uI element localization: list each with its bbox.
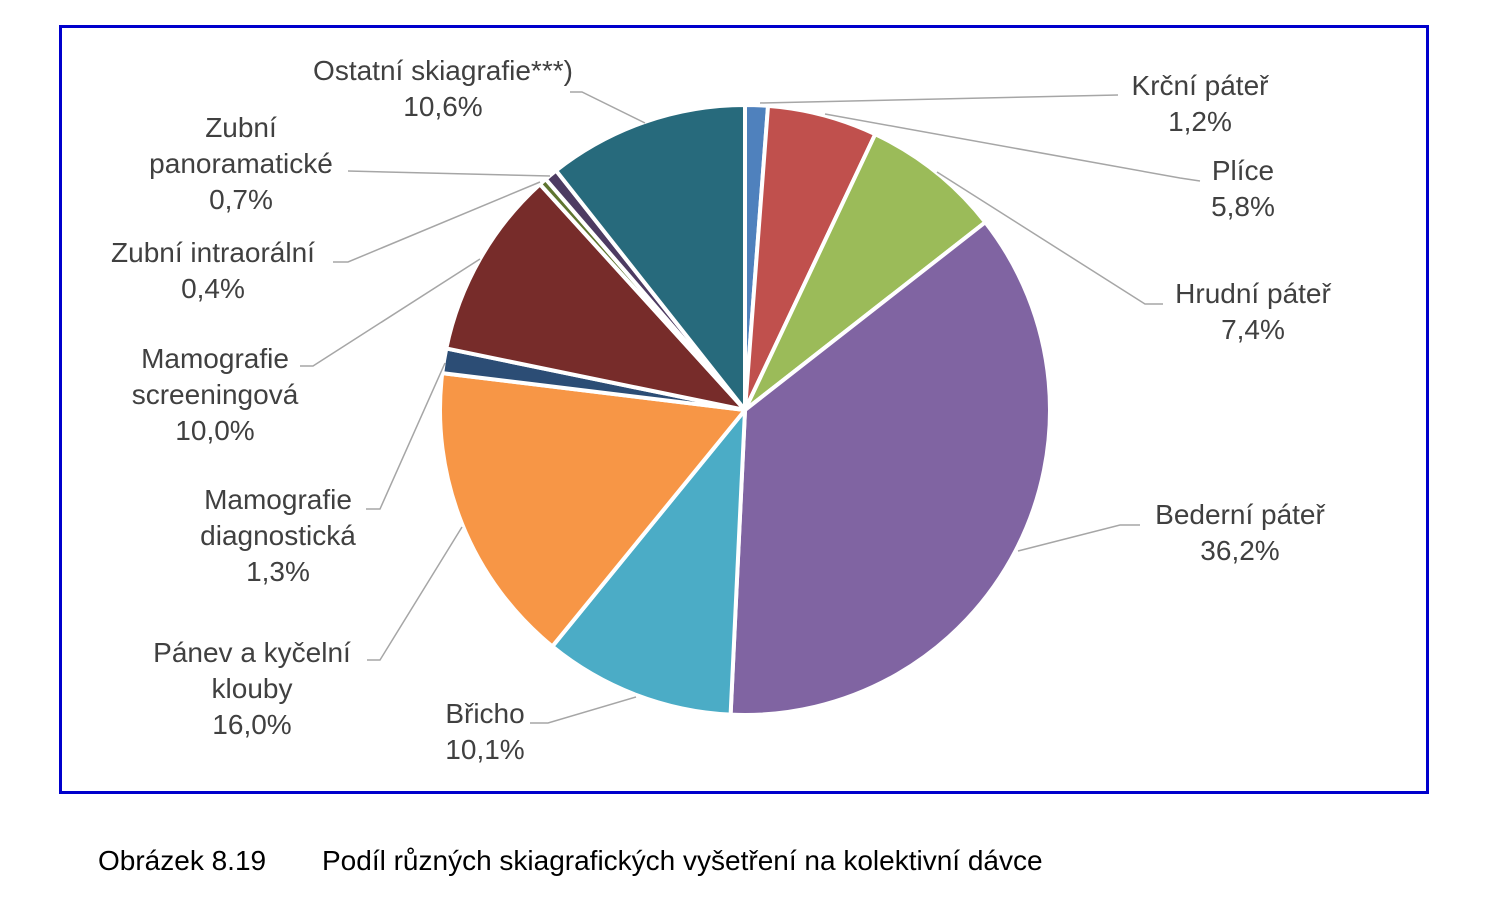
leader-line-6 (366, 362, 446, 510)
slice-value-7: 10,0% (175, 415, 254, 446)
slice-name-3: Bederní páteř (1155, 499, 1325, 530)
slice-name-7: Mamografie (141, 343, 289, 374)
pie-slice-10 (554, 103, 747, 412)
pie-slice-3 (728, 220, 1052, 717)
leader-line-5 (367, 526, 463, 661)
slice-value-4: 10,1% (445, 734, 524, 765)
figure-caption-text: Podíl různých skiagrafických vyšetření n… (322, 845, 1043, 876)
leader-line-4 (530, 696, 637, 724)
leader-line-3 (1017, 524, 1140, 552)
pie-slice-7 (444, 182, 747, 412)
slice-value-3: 36,2% (1200, 535, 1279, 566)
slice-value-1: 5,8% (1211, 191, 1275, 222)
figure-number: Obrázek 8.19 (98, 845, 267, 876)
leader-line-8 (333, 181, 541, 263)
slice-label-10: Ostatní skiagrafie***) 10,6% (313, 55, 573, 122)
slice-label-0: Krční páteř 1,2% (1132, 70, 1270, 137)
slice-label-9: Zubní panoramatické 0,7% (149, 112, 333, 215)
slice-label-7: Mamografie screeningová 10,0% (132, 343, 299, 446)
slice-labels: Krční páteř 1,2% Plíce 5,8% Hrudní páteř 7,4%… (111, 55, 1331, 765)
slice-name-6: Mamografie (204, 484, 352, 515)
leader-line-2 (936, 171, 1163, 305)
slice-value-8: 0,4% (181, 273, 245, 304)
pie-slice-4 (550, 408, 747, 717)
slice-label-4: Břicho 10,1% (445, 698, 524, 765)
pie-slices (438, 102, 1052, 717)
pie-slice-2 (743, 132, 988, 412)
slice-value-2: 7,4% (1221, 314, 1285, 345)
slice-name-9: Zubní (205, 112, 277, 143)
leader-line-9 (347, 170, 551, 177)
slice-name-9: panoramatické (149, 148, 333, 179)
leader-line-10 (570, 91, 646, 124)
slice-label-2: Hrudní páteř 7,4% (1175, 278, 1331, 345)
slice-value-9: 0,7% (209, 184, 273, 215)
leader-lines (300, 91, 1201, 724)
leader-line-0 (759, 94, 1119, 104)
leader-line-1 (824, 113, 1201, 182)
slice-name-5: klouby (212, 673, 293, 704)
slice-name-4: Břicho (445, 698, 524, 729)
slice-name-5: Pánev a kyčelní (153, 637, 351, 668)
slice-label-8: Zubní intraorální 0,4% (111, 237, 315, 304)
slice-value-6: 1,3% (246, 556, 310, 587)
slice-name-7: screeningová (132, 379, 299, 410)
slice-name-0: Krční páteř (1132, 70, 1270, 101)
slice-name-10: Ostatní skiagrafie***) (313, 55, 573, 86)
slice-value-0: 1,2% (1168, 106, 1232, 137)
slice-label-1: Plíce 5,8% (1211, 155, 1275, 222)
figure-caption: Obrázek 8.19 Podíl různých skiagrafických… (98, 845, 1043, 877)
slice-label-3: Bederní páteř 36,2% (1155, 499, 1325, 566)
slice-label-5: Pánev a kyčelní klouby 16,0% (153, 637, 351, 740)
slice-name-8: Zubní intraorální (111, 237, 315, 268)
slice-value-5: 16,0% (212, 709, 291, 740)
leader-line-7 (300, 258, 481, 367)
pie-slice-5 (438, 371, 747, 649)
slice-label-6: Mamografie diagnostická 1,3% (200, 484, 356, 587)
slice-value-10: 10,6% (403, 91, 482, 122)
slice-name-1: Plíce (1212, 155, 1274, 186)
slice-name-2: Hrudní páteř (1175, 278, 1331, 309)
slice-name-6: diagnostická (200, 520, 356, 551)
